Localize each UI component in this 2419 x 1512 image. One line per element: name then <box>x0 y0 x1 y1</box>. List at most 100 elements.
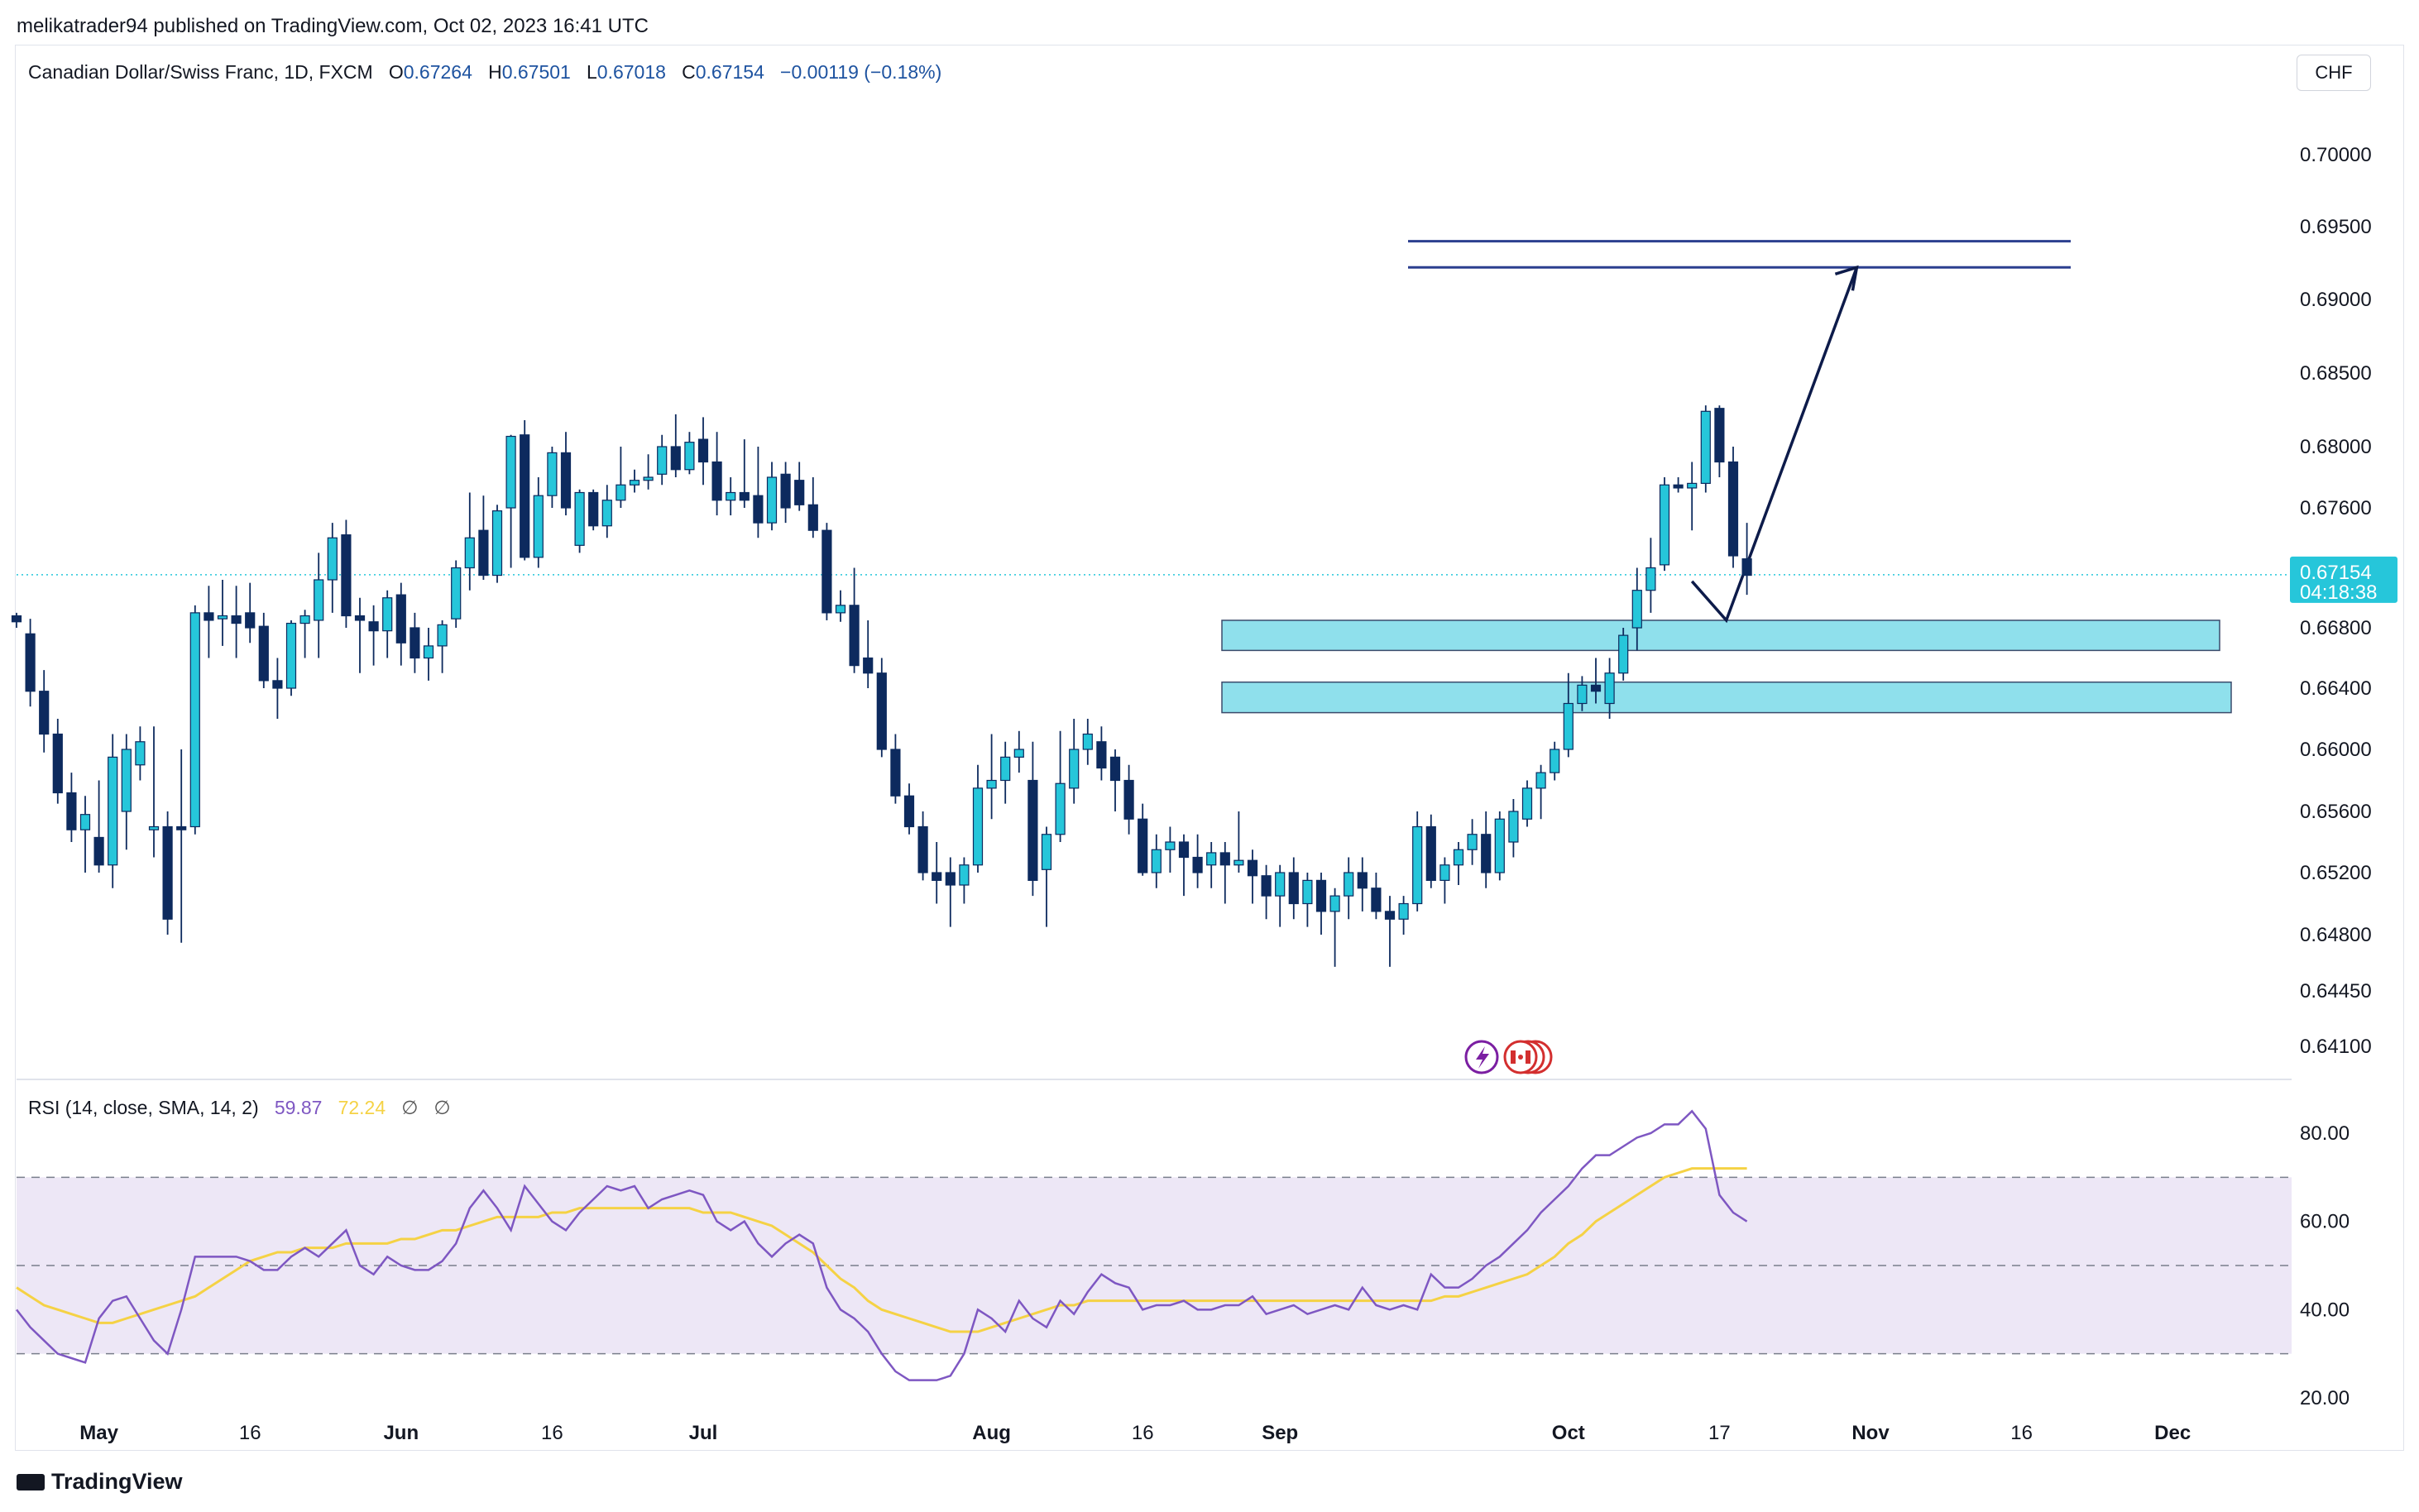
candle-body <box>903 795 915 828</box>
price-tick-label: 0.67600 <box>2300 497 2372 519</box>
candle-body <box>341 534 352 617</box>
candle-body <box>1069 749 1080 789</box>
candle-body <box>395 594 406 644</box>
lightning-icon <box>1476 1046 1489 1069</box>
candle-body <box>1192 856 1203 873</box>
time-tick-label: 16 <box>2010 1422 2033 1444</box>
candle-body <box>1233 859 1244 866</box>
candle-body <box>835 605 846 614</box>
projection-arrow-head <box>1834 265 1859 291</box>
candle-body <box>1673 484 1684 489</box>
candle-body <box>299 615 310 624</box>
low-label: L <box>587 61 597 83</box>
time-tick-label: Nov <box>1851 1422 1890 1444</box>
candle-body <box>560 452 572 509</box>
brand-name: TradingView <box>51 1469 183 1494</box>
tradingview-logo[interactable]: TradingView <box>17 1469 183 1495</box>
currency-button[interactable]: CHF <box>2297 55 2371 91</box>
candle-body <box>1247 859 1258 877</box>
candle-body <box>1371 888 1382 912</box>
candle-body <box>1206 852 1217 866</box>
candle-body <box>1138 818 1148 873</box>
rsi-tick-label: 80.00 <box>2300 1122 2350 1145</box>
time-tick-label: Dec <box>2154 1422 2191 1444</box>
candle-body <box>780 473 791 509</box>
symbol-legend[interactable]: Canadian Dollar/Swiss Franc, 1D, FXCM O0… <box>28 61 941 84</box>
candle-body <box>697 438 709 463</box>
candle-body <box>1700 410 1711 485</box>
candle-body <box>258 625 269 682</box>
open-label: O <box>388 61 404 83</box>
candle-body <box>423 645 434 659</box>
candle-body <box>1618 634 1629 674</box>
candle-body <box>629 480 640 486</box>
candle-body <box>451 567 462 620</box>
candle-body <box>863 657 874 674</box>
candle-body <box>1123 779 1134 820</box>
candle-body <box>1727 461 1739 557</box>
candle-body <box>25 633 36 692</box>
demand-zone-1 <box>1221 620 2220 652</box>
price-tick-label: 0.69000 <box>2300 289 2372 311</box>
candle-body <box>533 495 544 558</box>
candle-body <box>601 500 612 527</box>
candle-body <box>1425 825 1436 881</box>
candle-body <box>1687 482 1698 489</box>
price-tick-label: 0.64800 <box>2300 924 2372 946</box>
candle-body <box>684 442 695 471</box>
time-tick-label: May <box>79 1422 118 1444</box>
candle-body <box>1302 879 1313 905</box>
candle-body <box>1288 872 1299 905</box>
candle-body <box>849 605 860 667</box>
time-tick-label: 16 <box>239 1422 261 1444</box>
candle-body <box>505 435 516 509</box>
candle-body <box>917 825 928 873</box>
candle-body <box>1041 834 1052 870</box>
candle-body <box>1577 684 1588 705</box>
candle-body <box>1590 684 1602 692</box>
demand-zone-2 <box>1221 681 2232 714</box>
candle-body <box>1219 852 1230 866</box>
candle-body <box>327 537 338 581</box>
candle-body <box>959 864 970 886</box>
candle-body <box>794 480 805 505</box>
event-icons <box>1464 1040 1553 1074</box>
change-value: −0.00119 (−0.18%) <box>780 61 942 83</box>
candle-body <box>79 814 91 830</box>
candle-body <box>11 615 22 623</box>
price-tick-label: 0.70000 <box>2300 144 2372 166</box>
candle-body <box>753 495 764 524</box>
close-label: C <box>682 61 696 83</box>
candle-body <box>616 484 626 501</box>
candle-body <box>876 672 887 750</box>
candle-body <box>176 825 187 830</box>
candle-body <box>1412 825 1423 905</box>
candle-body <box>1384 911 1396 920</box>
open-value: 0.67264 <box>403 61 472 83</box>
drawing-annotations <box>17 240 2292 714</box>
candle-body <box>890 749 901 797</box>
last-price-value: 0.67154 <box>2300 562 2372 584</box>
candle-body <box>148 825 160 830</box>
last-price-tag <box>2290 556 2397 603</box>
rsi-tick-label: 40.00 <box>2300 1299 2350 1321</box>
low-value: 0.67018 <box>596 61 666 83</box>
rsi-sma-value: 72.24 <box>338 1097 386 1118</box>
symbol-title: Canadian Dollar/Swiss Franc, 1D, FXCM <box>28 61 373 83</box>
price-tick-label: 0.68000 <box>2300 436 2372 458</box>
candle-body <box>657 446 668 475</box>
price-axis: 0.70000 0.69500 0.69000 0.68500 0.68000 0.676… <box>2290 144 2397 1058</box>
rsi-legend[interactable]: RSI (14, close, SMA, 14, 2) 59.87 72.24 … <box>28 1097 451 1119</box>
time-axis: May 16 Jun 16 Jul Aug 16 Sep Oct 17 Nov 16 Dec <box>79 1422 2191 1444</box>
rsi-line <box>16 1109 1748 1381</box>
candle-body <box>1000 756 1011 782</box>
candle-body <box>1494 818 1505 873</box>
candle-body <box>1508 811 1519 843</box>
candle-body <box>520 434 530 558</box>
candle-body <box>410 627 420 659</box>
candle-body <box>711 461 722 501</box>
candle-body <box>437 624 448 647</box>
candle-body <box>807 504 818 531</box>
rsi-tick-label: 20.00 <box>2300 1387 2350 1409</box>
